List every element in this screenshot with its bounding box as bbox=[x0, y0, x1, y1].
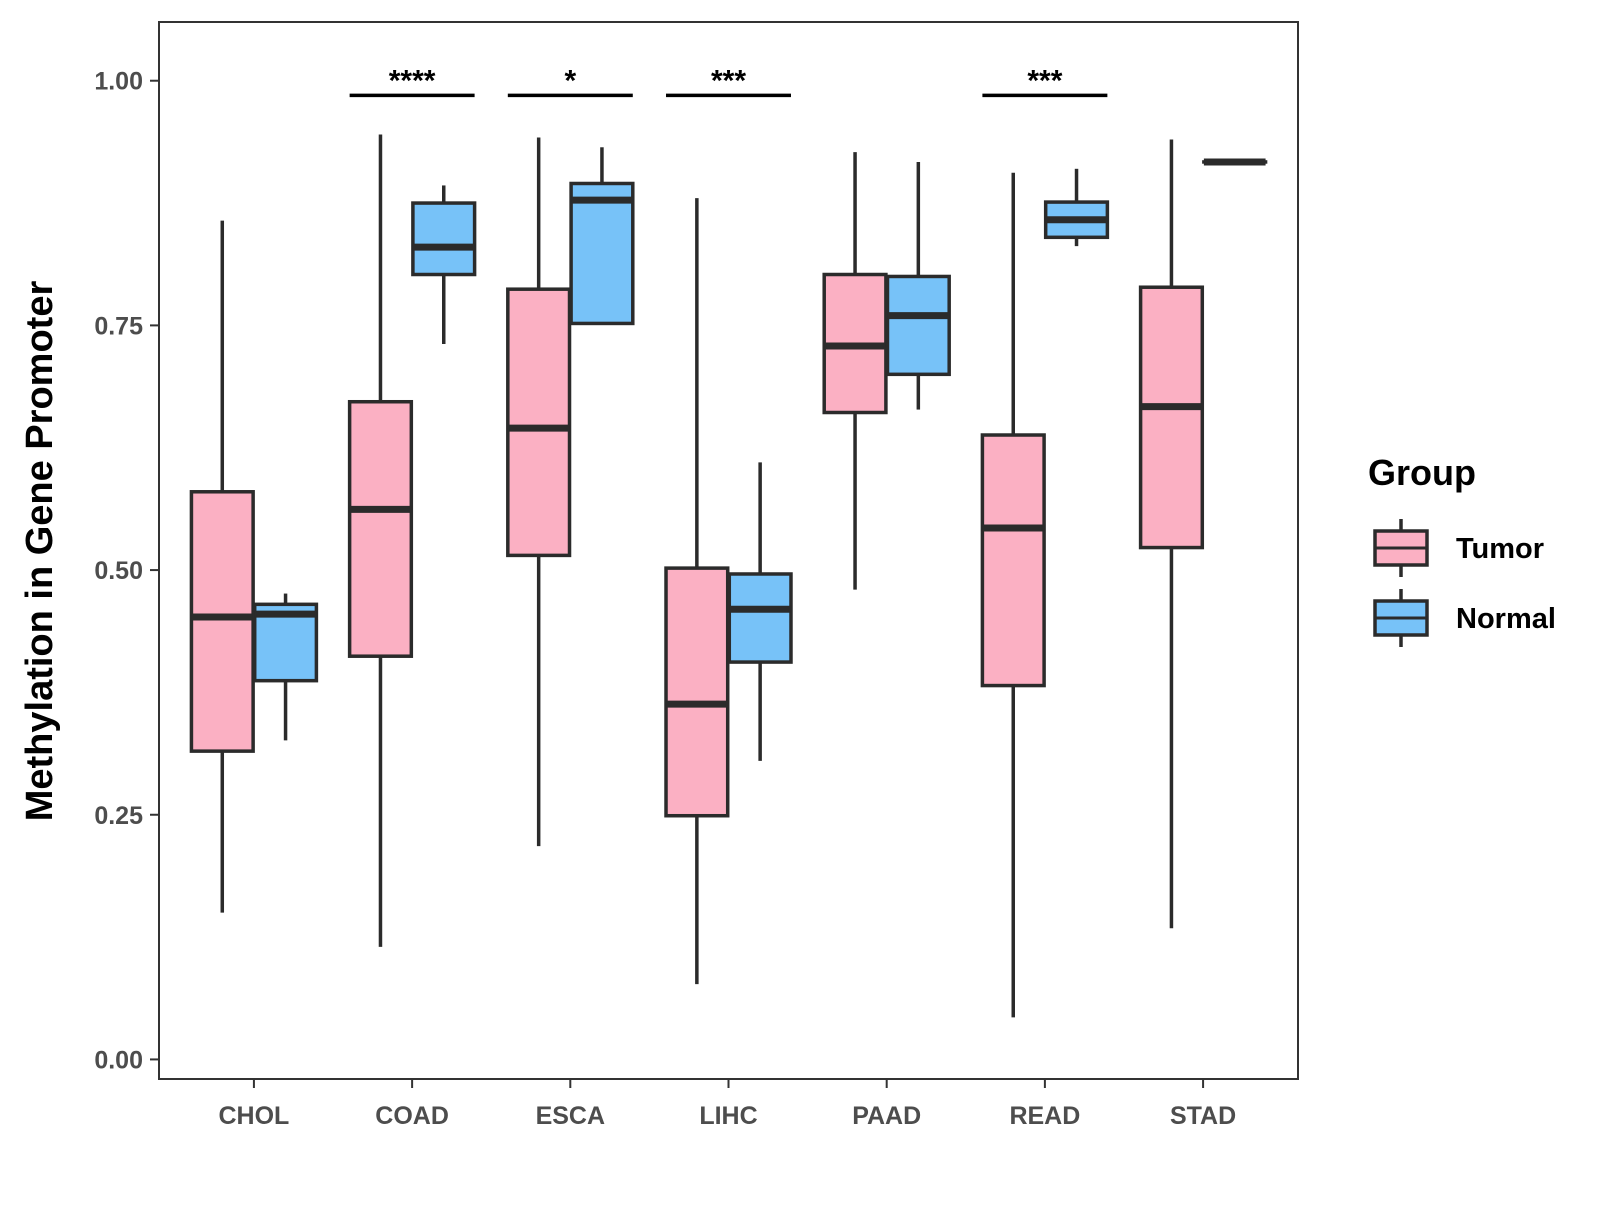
box-normal-chol bbox=[255, 594, 317, 741]
legend-title: Group bbox=[1368, 452, 1476, 493]
box-normal-lihc bbox=[729, 462, 791, 761]
iqr-box bbox=[887, 276, 949, 374]
iqr-box bbox=[729, 574, 791, 662]
legend-key-normal: Normal bbox=[1375, 589, 1556, 647]
x-tick-label: CHOL bbox=[219, 1102, 290, 1130]
box-tumor-chol bbox=[191, 221, 253, 913]
iqr-box bbox=[413, 203, 475, 274]
x-tick-label: ESCA bbox=[536, 1102, 605, 1130]
iqr-box bbox=[1141, 287, 1203, 547]
plot-panel-border bbox=[159, 22, 1298, 1079]
box-tumor-lihc bbox=[666, 198, 728, 984]
box-tumor-esca bbox=[508, 137, 570, 846]
box-tumor-paad bbox=[824, 152, 886, 589]
significance-read: *** bbox=[982, 64, 1107, 97]
significance-lihc: *** bbox=[666, 64, 791, 97]
iqr-box bbox=[350, 402, 412, 656]
significance-label: * bbox=[564, 64, 576, 97]
box-normal-coad bbox=[413, 185, 475, 344]
significance-coad: **** bbox=[350, 64, 475, 97]
significance-label: *** bbox=[711, 64, 746, 97]
y-tick-label: 0.25 bbox=[94, 802, 143, 830]
iqr-box bbox=[508, 289, 570, 555]
iqr-box bbox=[982, 435, 1044, 686]
x-tick-label: LIHC bbox=[699, 1102, 757, 1130]
box-normal-esca bbox=[571, 147, 633, 323]
legend-label: Tumor bbox=[1456, 533, 1544, 565]
significance-label: *** bbox=[1027, 64, 1062, 97]
x-tick-label: STAD bbox=[1170, 1102, 1236, 1130]
box-normal-read bbox=[1046, 169, 1108, 246]
significance-esca: * bbox=[508, 64, 633, 97]
box-tumor-stad bbox=[1141, 139, 1203, 928]
y-tick-label: 0.00 bbox=[94, 1046, 143, 1074]
legend-key-tumor: Tumor bbox=[1375, 519, 1544, 577]
iqr-box bbox=[666, 568, 728, 816]
x-tick-label: COAD bbox=[375, 1102, 449, 1130]
legend-label: Normal bbox=[1456, 603, 1556, 635]
iqr-box bbox=[571, 183, 633, 323]
y-tick-label: 0.75 bbox=[94, 312, 143, 340]
significance-label: **** bbox=[389, 64, 436, 97]
y-axis-title: Methylation in Gene Promoter bbox=[19, 281, 61, 822]
box-tumor-read bbox=[982, 173, 1044, 1018]
box-tumor-coad bbox=[350, 135, 412, 947]
x-tick-label: READ bbox=[1009, 1102, 1080, 1130]
y-tick-label: 1.00 bbox=[94, 68, 143, 96]
iqr-box bbox=[191, 492, 253, 751]
box-normal-paad bbox=[887, 162, 949, 410]
y-tick-label: 0.50 bbox=[94, 557, 143, 585]
x-tick-label: PAAD bbox=[852, 1102, 921, 1130]
